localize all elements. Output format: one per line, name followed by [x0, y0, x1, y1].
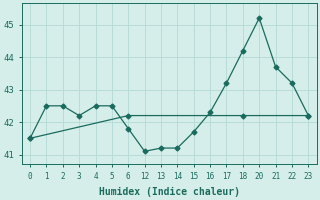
X-axis label: Humidex (Indice chaleur): Humidex (Indice chaleur)	[99, 186, 240, 197]
